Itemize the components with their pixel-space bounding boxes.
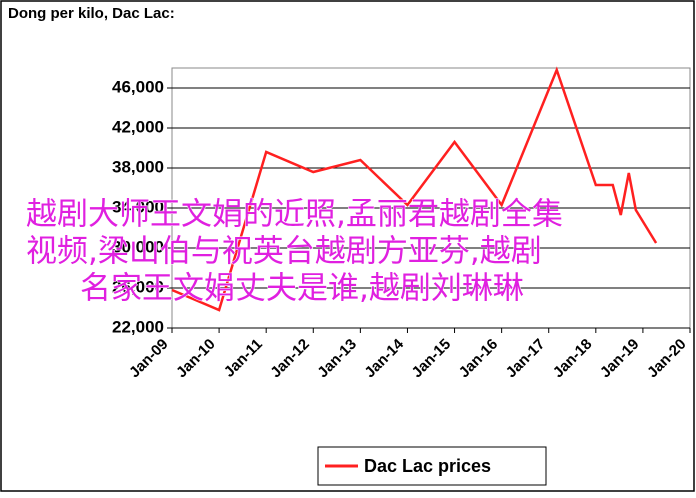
data-line xyxy=(171,66,658,312)
overlay-text: 名家王文娟丈夫是谁,越剧刘琳琳 xyxy=(80,271,524,307)
y-tick-label: 38,000 xyxy=(112,157,164,176)
y-tick-label: 34,000 xyxy=(112,197,164,216)
y-tick-label: 30,000 xyxy=(112,237,164,256)
chart-title: Dong per kilo, Dac Lac: xyxy=(8,5,175,22)
y-tick-label: 22,000 xyxy=(112,317,164,336)
y-tick-label: 46,000 xyxy=(112,77,164,96)
overlay-text: 视频,梁山伯与祝英台越剧方亚芬,越剧 xyxy=(26,234,542,270)
overlay-text: 越剧大师王文娟的近照,孟丽君越剧全集 xyxy=(26,197,563,233)
legend-label: Dac Lac prices xyxy=(364,456,491,476)
plot-area xyxy=(171,67,691,329)
y-tick-label: 26,000 xyxy=(112,277,164,296)
y-tick-label: 42,000 xyxy=(112,117,164,136)
